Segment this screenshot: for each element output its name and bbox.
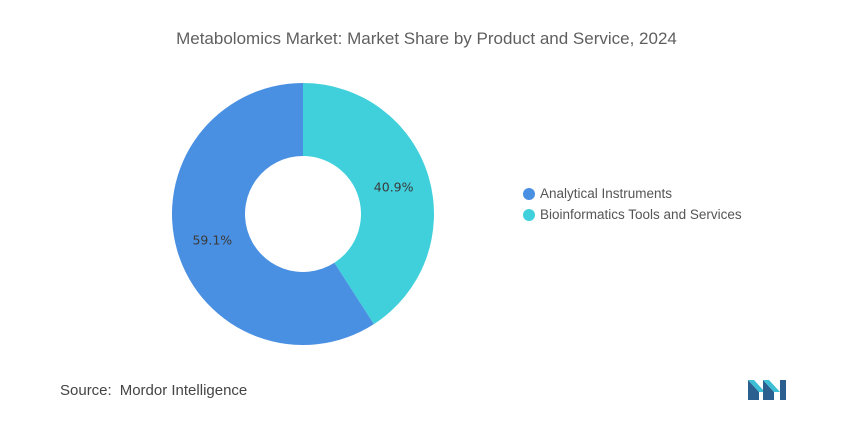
- legend-item: Bioinformatics Tools and Services: [523, 204, 742, 225]
- legend: Analytical Instruments Bioinformatics Too…: [523, 183, 742, 225]
- source-name: Mordor Intelligence: [119, 382, 248, 399]
- legend-swatch: [523, 187, 535, 200]
- legend-label: Bioinformatics Tools and Services: [540, 207, 742, 222]
- source-label: Source:: [60, 382, 112, 399]
- mordor-intelligence-logo-icon: [748, 380, 786, 400]
- chart-title: Metabolomics Market: Market Share by Pro…: [176, 29, 677, 48]
- legend-label: Analytical Instruments: [540, 186, 673, 201]
- donut-slices: [171, 83, 434, 345]
- source-note: Source: Mordor Intelligence: [60, 382, 247, 399]
- slice-bioinformatics-tools-and-services: [303, 83, 434, 325]
- data-label-bioinformatics-tools-and-services: 40.9%: [374, 179, 414, 194]
- legend-swatch: [523, 208, 535, 221]
- data-label-analytical-instruments: 59.1%: [192, 233, 232, 248]
- slice-analytical-instruments: [171, 83, 374, 345]
- legend-item: Analytical Instruments: [523, 183, 742, 204]
- slice-labels: 40.9% 59.1%: [192, 179, 413, 247]
